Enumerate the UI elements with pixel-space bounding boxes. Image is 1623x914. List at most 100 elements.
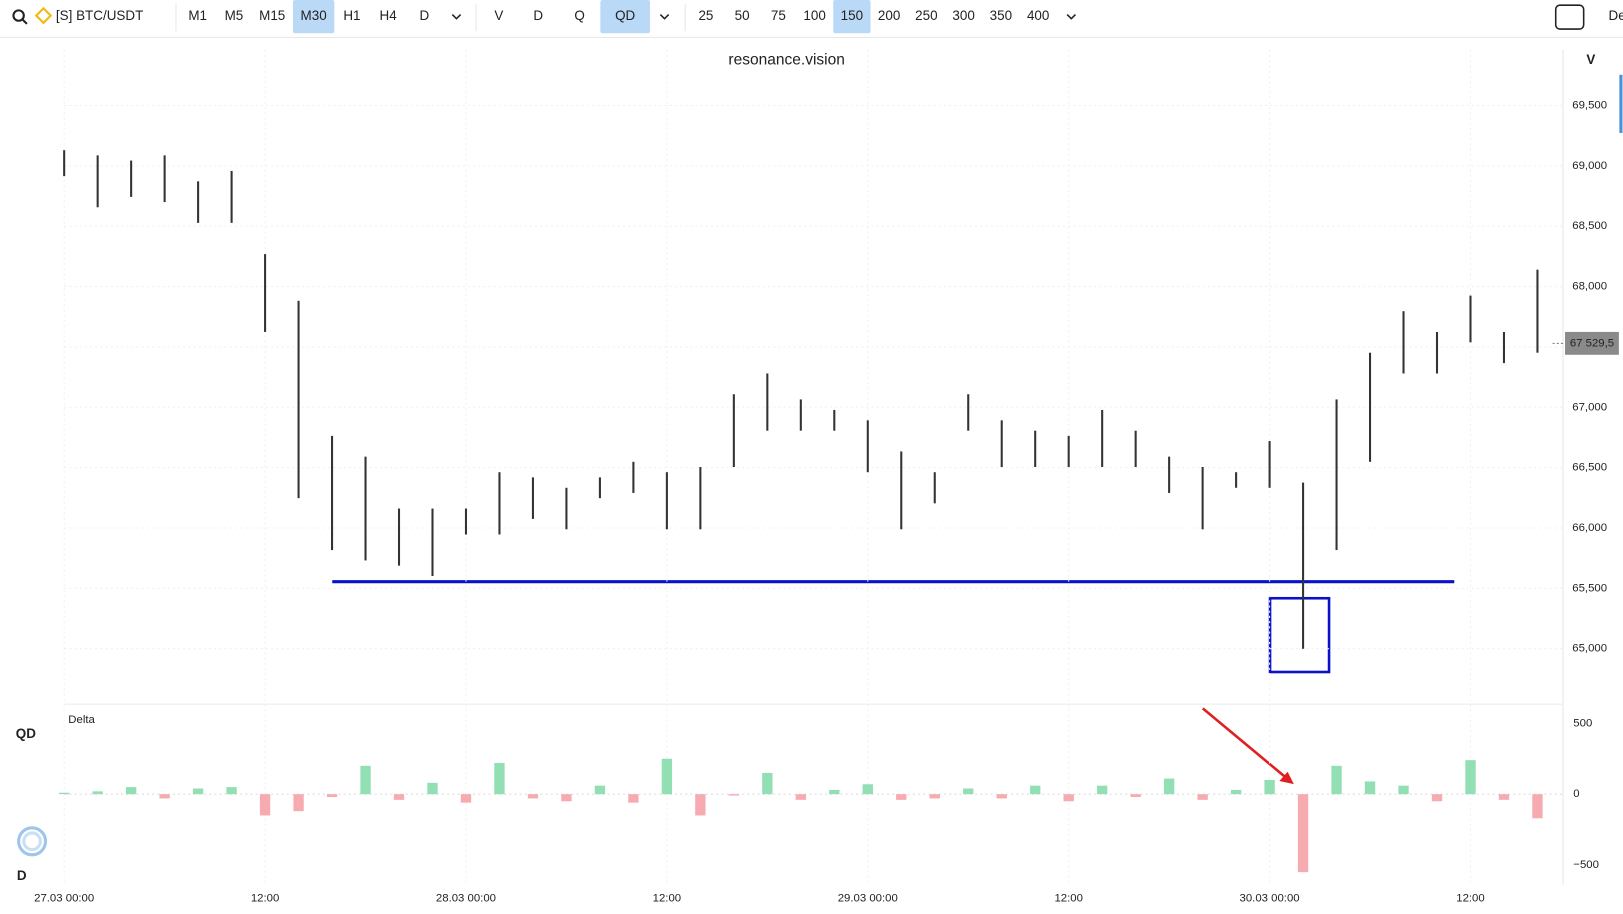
toolbar-button[interactable]: D — [533, 8, 543, 23]
x-tick-label: 12:00 — [251, 892, 279, 904]
delta-bar — [125, 787, 137, 795]
search-icon[interactable] — [12, 9, 25, 22]
price-bar — [1502, 331, 1506, 364]
delta-bar — [996, 794, 1007, 799]
pane-sublabel: D — [17, 868, 27, 883]
price-bar — [967, 394, 970, 431]
toolbar-button[interactable]: M5 — [225, 8, 244, 23]
delta-bar — [527, 794, 539, 799]
toolbar-button[interactable]: 50 — [735, 8, 750, 23]
toolbar-button[interactable]: 150 — [841, 8, 863, 23]
price-bar — [230, 170, 233, 223]
delta-bar — [561, 794, 572, 802]
price-bar — [1402, 311, 1405, 374]
delta-bar — [92, 791, 103, 795]
delta-bar — [1431, 794, 1443, 802]
price-bar — [197, 181, 200, 223]
y-tick-label: 68,500 — [1572, 220, 1607, 232]
price-bar — [1034, 430, 1037, 468]
price-bar — [665, 472, 668, 530]
delta-bar — [896, 794, 907, 800]
dropdown-chevron[interactable] — [1066, 13, 1076, 20]
toolbar-button[interactable]: 350 — [990, 8, 1012, 23]
price-bar — [130, 160, 133, 197]
delta-bar — [1030, 785, 1041, 795]
toolbar-button[interactable]: 250 — [915, 8, 937, 23]
price-bar — [632, 461, 635, 493]
delta-bar — [192, 788, 204, 795]
delta-bar — [1465, 760, 1476, 795]
toolbar-button[interactable]: M1 — [188, 8, 207, 23]
delta-bar — [1230, 789, 1242, 795]
selected-bg — [833, 0, 871, 34]
edge-text: De — [1609, 8, 1623, 23]
price-bar — [96, 155, 99, 208]
price-bar — [598, 477, 601, 499]
price-bar — [163, 155, 166, 203]
delta-bar — [1130, 794, 1141, 798]
delta-bar — [728, 794, 740, 796]
toolbar-button[interactable]: 75 — [771, 8, 786, 23]
price-bar — [1235, 472, 1238, 488]
price-bar — [264, 254, 267, 332]
toolbar-button[interactable]: QD — [615, 8, 635, 23]
price-bar — [565, 487, 568, 530]
dropdown-chevron[interactable] — [451, 13, 462, 20]
delta-bar — [58, 792, 70, 795]
toolbar-button[interactable]: 300 — [952, 8, 974, 23]
price-bar — [933, 472, 936, 504]
delta-bar — [1398, 785, 1409, 795]
price-bar — [297, 300, 300, 499]
delta-bar — [360, 765, 371, 795]
price-bar — [799, 399, 802, 431]
toolbar-button[interactable]: D — [420, 8, 430, 23]
toolbar-button[interactable]: H4 — [380, 8, 398, 23]
price-bar — [766, 373, 769, 431]
delta-bar — [762, 772, 773, 795]
toolbar-button[interactable]: 400 — [1027, 8, 1049, 23]
last-price-label: 67 529,5 — [1570, 337, 1614, 349]
toolbar-button[interactable]: H1 — [343, 8, 360, 23]
dropdown-chevron[interactable] — [659, 13, 670, 20]
y-tick-label: −500 — [1573, 859, 1599, 871]
delta-bar — [393, 794, 405, 800]
price-bar — [364, 456, 367, 561]
price-bar — [1067, 435, 1070, 468]
toolbar-button[interactable]: M15 — [259, 8, 285, 23]
delta-bar — [594, 785, 606, 795]
toolbar-button[interactable]: 25 — [698, 8, 713, 23]
toolbar-button[interactable]: Q — [574, 8, 584, 23]
delta-bar — [326, 794, 338, 798]
x-tick-label: 30.03 00:00 — [1240, 892, 1300, 904]
watermark: resonance.vision — [728, 51, 844, 68]
toolbar-button[interactable]: 200 — [878, 8, 900, 23]
delta-bar — [1096, 785, 1108, 795]
axis-title: V — [1586, 52, 1595, 67]
price-bar — [498, 472, 501, 535]
toolbar-button[interactable]: 100 — [803, 8, 825, 23]
toolbar-button[interactable]: M30 — [301, 8, 327, 23]
x-tick-label: 29.03 00:00 — [838, 892, 898, 904]
exchange-icon — [34, 6, 53, 25]
delta-bar — [1532, 794, 1543, 819]
price-bar — [331, 435, 334, 551]
delta-bar — [293, 794, 304, 812]
logo-outer — [17, 826, 48, 857]
delta-bar — [259, 794, 271, 816]
price-bar — [1435, 331, 1439, 374]
price-bar — [464, 508, 468, 535]
toolbar-button[interactable]: V — [494, 8, 503, 23]
arrow-head — [1279, 771, 1294, 785]
price-bar — [866, 420, 869, 473]
price-bar — [397, 508, 401, 566]
delta-bar — [427, 782, 438, 795]
price-bar — [1469, 295, 1472, 343]
price-bar — [732, 394, 735, 468]
price-bar — [1201, 467, 1204, 530]
x-tick-label: 12:00 — [653, 892, 681, 904]
pane-title: Delta — [68, 714, 95, 726]
delta-bar — [1364, 781, 1376, 795]
price-bar — [63, 150, 66, 177]
symbol[interactable]: [S] BTC/USDT — [56, 8, 143, 23]
layout-button[interactable] — [1554, 4, 1585, 30]
